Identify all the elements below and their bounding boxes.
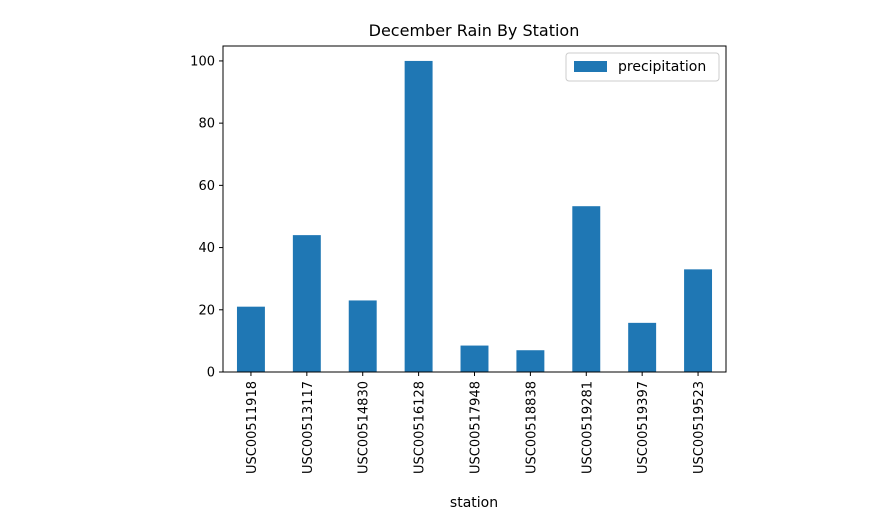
x-tick-label: USC00514830 xyxy=(357,381,372,474)
x-tick-label: USC00519281 xyxy=(580,381,595,474)
x-tick-label: USC00518838 xyxy=(524,381,539,474)
x-tick-label: USC00511918 xyxy=(245,381,260,474)
x-tick-label: USC00519523 xyxy=(692,381,707,474)
bar-USC00513117 xyxy=(292,235,321,372)
legend-swatch xyxy=(574,61,607,72)
legend-label: precipitation xyxy=(618,59,706,75)
bar-USC00511918 xyxy=(236,306,265,372)
x-tick-label: USC00517948 xyxy=(469,381,484,474)
y-tick-label: 60 xyxy=(198,179,215,194)
x-tick-label: USC00519397 xyxy=(636,381,651,474)
bar-USC00514830 xyxy=(348,300,377,372)
x-axis-label: station xyxy=(450,495,498,511)
x-tick-label: USC00516128 xyxy=(413,381,428,474)
y-tick-label: 100 xyxy=(190,54,215,69)
x-axis: USC00511918 USC00513117 USC00514830 USC0051… xyxy=(245,372,707,474)
bar-USC00516128 xyxy=(404,60,433,373)
bar-USC00519281 xyxy=(572,206,601,372)
bar-USC00518838 xyxy=(516,350,545,372)
x-tick-label: USC00513117 xyxy=(301,381,316,474)
y-tick-label: 20 xyxy=(198,303,215,318)
legend-box xyxy=(565,52,720,82)
bar-USC00517948 xyxy=(460,345,489,372)
chart-title: December Rain By Station xyxy=(369,21,580,40)
y-axis: 0 20 40 60 80 100 xyxy=(190,54,223,381)
y-tick-label: 40 xyxy=(198,241,215,256)
y-tick-label: 0 xyxy=(207,366,215,381)
bar-USC00519397 xyxy=(628,322,657,372)
bars-layer xyxy=(236,60,713,373)
legend: precipitation xyxy=(565,52,720,82)
plot-frame xyxy=(222,45,727,373)
bar-USC00519523 xyxy=(684,269,713,372)
y-tick-label: 80 xyxy=(198,117,215,132)
